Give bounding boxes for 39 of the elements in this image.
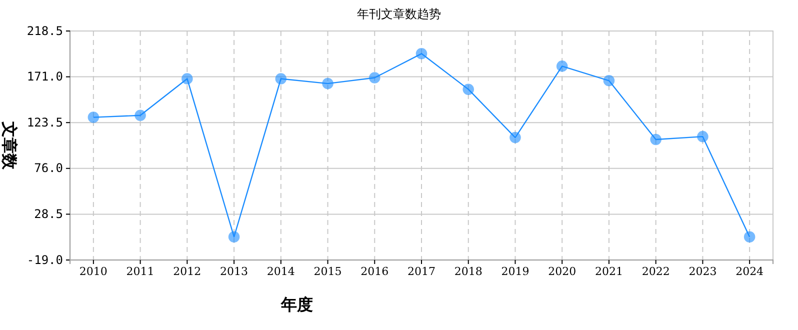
y-tick-label: 28.5 [34,207,63,222]
x-tick-label: 2017 [408,264,436,278]
point [556,60,568,72]
point [416,48,428,60]
x-tick-label: 2019 [501,264,530,278]
point [182,73,193,84]
point [134,110,146,121]
point [650,134,662,146]
x-tick-label: 2011 [126,264,154,278]
x-tick-label: 2015 [314,264,342,278]
y-axis-title: 文章数 [0,120,19,170]
x-tick-label: 2024 [736,264,764,278]
point [322,78,334,90]
y-tick-label: 123.5 [26,115,63,130]
x-tick-label: 2012 [173,264,202,278]
point [697,130,708,142]
point [368,72,380,84]
y-tick-label: 218.5 [26,24,63,38]
chart-title: 年刊文章数趋势 [357,7,441,21]
point [510,132,521,144]
point [275,73,287,84]
x-tick-label: 2014 [266,264,295,278]
x-tick-label: 2013 [220,264,248,278]
x-tick-label: 2018 [454,264,482,278]
x-tick-label: 2022 [642,264,670,278]
y-tick-label: 171.0 [26,70,63,84]
x-tick-label: 2016 [360,264,389,278]
x-tick-label: 2010 [79,264,108,278]
point [744,231,756,242]
point [462,84,474,95]
x-axis-title: 年度 [280,295,313,314]
point [88,112,100,123]
y-tick-label: -19.0 [26,252,63,267]
point [603,75,615,86]
x-tick-label: 2021 [594,264,623,278]
x-tick-label: 2020 [548,264,576,278]
y-tick-label: 76.0 [34,161,63,176]
point [228,231,240,242]
x-tick-label: 2023 [688,264,717,278]
